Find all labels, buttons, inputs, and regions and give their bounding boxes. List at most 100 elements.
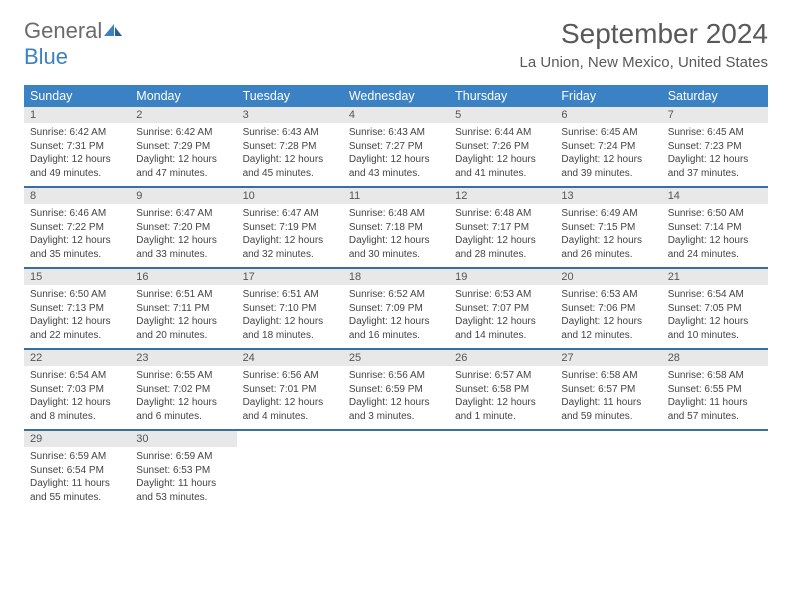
calendar-body: 1Sunrise: 6:42 AMSunset: 7:31 PMDaylight… <box>24 107 768 510</box>
calendar-cell: 29Sunrise: 6:59 AMSunset: 6:54 PMDayligh… <box>24 430 130 510</box>
day-body: Sunrise: 6:56 AMSunset: 7:01 PMDaylight:… <box>237 366 343 429</box>
day-number: 16 <box>130 269 236 285</box>
sunrise-text: Sunrise: 6:52 AM <box>349 288 443 302</box>
day-header: Sunday <box>24 85 130 107</box>
sunset-text: Sunset: 7:19 PM <box>243 221 337 235</box>
day-number: 17 <box>237 269 343 285</box>
sunset-text: Sunset: 6:54 PM <box>30 464 124 478</box>
calendar-cell <box>662 430 768 510</box>
calendar-cell: 4Sunrise: 6:43 AMSunset: 7:27 PMDaylight… <box>343 107 449 187</box>
sunset-text: Sunset: 7:22 PM <box>30 221 124 235</box>
sunset-text: Sunset: 7:02 PM <box>136 383 230 397</box>
day-body: Sunrise: 6:43 AMSunset: 7:27 PMDaylight:… <box>343 123 449 186</box>
day-body: Sunrise: 6:46 AMSunset: 7:22 PMDaylight:… <box>24 204 130 267</box>
calendar-week-row: 8Sunrise: 6:46 AMSunset: 7:22 PMDaylight… <box>24 187 768 268</box>
day-number: 15 <box>24 269 130 285</box>
day-body: Sunrise: 6:58 AMSunset: 6:55 PMDaylight:… <box>662 366 768 429</box>
sunrise-text: Sunrise: 6:58 AM <box>668 369 762 383</box>
day-body: Sunrise: 6:43 AMSunset: 7:28 PMDaylight:… <box>237 123 343 186</box>
sunset-text: Sunset: 7:07 PM <box>455 302 549 316</box>
sunset-text: Sunset: 7:20 PM <box>136 221 230 235</box>
sunrise-text: Sunrise: 6:56 AM <box>243 369 337 383</box>
day-number: 30 <box>130 431 236 447</box>
daylight-text: Daylight: 12 hours and 16 minutes. <box>349 315 443 342</box>
calendar-cell: 7Sunrise: 6:45 AMSunset: 7:23 PMDaylight… <box>662 107 768 187</box>
daylight-text: Daylight: 11 hours and 59 minutes. <box>561 396 655 423</box>
sunrise-text: Sunrise: 6:55 AM <box>136 369 230 383</box>
day-body: Sunrise: 6:53 AMSunset: 7:06 PMDaylight:… <box>555 285 661 348</box>
sunset-text: Sunset: 7:10 PM <box>243 302 337 316</box>
day-body: Sunrise: 6:48 AMSunset: 7:17 PMDaylight:… <box>449 204 555 267</box>
sunset-text: Sunset: 7:24 PM <box>561 140 655 154</box>
daylight-text: Daylight: 12 hours and 28 minutes. <box>455 234 549 261</box>
daylight-text: Daylight: 12 hours and 20 minutes. <box>136 315 230 342</box>
month-title: September 2024 <box>520 18 768 50</box>
sunrise-text: Sunrise: 6:54 AM <box>668 288 762 302</box>
calendar-cell: 21Sunrise: 6:54 AMSunset: 7:05 PMDayligh… <box>662 268 768 349</box>
sunrise-text: Sunrise: 6:49 AM <box>561 207 655 221</box>
sunrise-text: Sunrise: 6:54 AM <box>30 369 124 383</box>
calendar-cell: 24Sunrise: 6:56 AMSunset: 7:01 PMDayligh… <box>237 349 343 430</box>
day-body: Sunrise: 6:47 AMSunset: 7:19 PMDaylight:… <box>237 204 343 267</box>
day-number: 14 <box>662 188 768 204</box>
title-block: September 2024 La Union, New Mexico, Uni… <box>520 18 768 71</box>
calendar-cell: 10Sunrise: 6:47 AMSunset: 7:19 PMDayligh… <box>237 187 343 268</box>
sunrise-text: Sunrise: 6:53 AM <box>561 288 655 302</box>
day-body: Sunrise: 6:56 AMSunset: 6:59 PMDaylight:… <box>343 366 449 429</box>
daylight-text: Daylight: 12 hours and 49 minutes. <box>30 153 124 180</box>
day-body: Sunrise: 6:55 AMSunset: 7:02 PMDaylight:… <box>130 366 236 429</box>
daylight-text: Daylight: 12 hours and 24 minutes. <box>668 234 762 261</box>
daylight-text: Daylight: 12 hours and 26 minutes. <box>561 234 655 261</box>
day-number: 25 <box>343 350 449 366</box>
day-body: Sunrise: 6:47 AMSunset: 7:20 PMDaylight:… <box>130 204 236 267</box>
day-number: 29 <box>24 431 130 447</box>
daylight-text: Daylight: 12 hours and 39 minutes. <box>561 153 655 180</box>
day-number: 20 <box>555 269 661 285</box>
calendar-cell: 3Sunrise: 6:43 AMSunset: 7:28 PMDaylight… <box>237 107 343 187</box>
day-number: 2 <box>130 107 236 123</box>
calendar-cell: 1Sunrise: 6:42 AMSunset: 7:31 PMDaylight… <box>24 107 130 187</box>
calendar-cell: 9Sunrise: 6:47 AMSunset: 7:20 PMDaylight… <box>130 187 236 268</box>
day-body: Sunrise: 6:51 AMSunset: 7:11 PMDaylight:… <box>130 285 236 348</box>
calendar-week-row: 22Sunrise: 6:54 AMSunset: 7:03 PMDayligh… <box>24 349 768 430</box>
day-body: Sunrise: 6:48 AMSunset: 7:18 PMDaylight:… <box>343 204 449 267</box>
day-number: 11 <box>343 188 449 204</box>
calendar-cell: 15Sunrise: 6:50 AMSunset: 7:13 PMDayligh… <box>24 268 130 349</box>
daylight-text: Daylight: 12 hours and 10 minutes. <box>668 315 762 342</box>
calendar-cell: 28Sunrise: 6:58 AMSunset: 6:55 PMDayligh… <box>662 349 768 430</box>
sunrise-text: Sunrise: 6:50 AM <box>668 207 762 221</box>
day-number: 22 <box>24 350 130 366</box>
sunrise-text: Sunrise: 6:47 AM <box>243 207 337 221</box>
daylight-text: Daylight: 12 hours and 3 minutes. <box>349 396 443 423</box>
day-body: Sunrise: 6:53 AMSunset: 7:07 PMDaylight:… <box>449 285 555 348</box>
calendar-cell <box>237 430 343 510</box>
sunset-text: Sunset: 7:06 PM <box>561 302 655 316</box>
location: La Union, New Mexico, United States <box>520 54 768 71</box>
calendar-week-row: 29Sunrise: 6:59 AMSunset: 6:54 PMDayligh… <box>24 430 768 510</box>
logo: GeneralBlue <box>24 18 124 70</box>
sunrise-text: Sunrise: 6:42 AM <box>30 126 124 140</box>
day-header: Wednesday <box>343 85 449 107</box>
calendar-cell <box>555 430 661 510</box>
sunset-text: Sunset: 6:59 PM <box>349 383 443 397</box>
day-number: 21 <box>662 269 768 285</box>
day-header: Thursday <box>449 85 555 107</box>
sunrise-text: Sunrise: 6:59 AM <box>30 450 124 464</box>
calendar-cell <box>449 430 555 510</box>
sunrise-text: Sunrise: 6:42 AM <box>136 126 230 140</box>
calendar-cell: 16Sunrise: 6:51 AMSunset: 7:11 PMDayligh… <box>130 268 236 349</box>
calendar-cell: 23Sunrise: 6:55 AMSunset: 7:02 PMDayligh… <box>130 349 236 430</box>
daylight-text: Daylight: 12 hours and 37 minutes. <box>668 153 762 180</box>
day-body: Sunrise: 6:50 AMSunset: 7:13 PMDaylight:… <box>24 285 130 348</box>
calendar-cell: 2Sunrise: 6:42 AMSunset: 7:29 PMDaylight… <box>130 107 236 187</box>
day-body: Sunrise: 6:57 AMSunset: 6:58 PMDaylight:… <box>449 366 555 429</box>
calendar-cell: 6Sunrise: 6:45 AMSunset: 7:24 PMDaylight… <box>555 107 661 187</box>
day-number: 18 <box>343 269 449 285</box>
calendar-cell <box>343 430 449 510</box>
day-header: Monday <box>130 85 236 107</box>
daylight-text: Daylight: 12 hours and 47 minutes. <box>136 153 230 180</box>
day-number: 28 <box>662 350 768 366</box>
day-body: Sunrise: 6:45 AMSunset: 7:24 PMDaylight:… <box>555 123 661 186</box>
day-number: 9 <box>130 188 236 204</box>
sunrise-text: Sunrise: 6:46 AM <box>30 207 124 221</box>
